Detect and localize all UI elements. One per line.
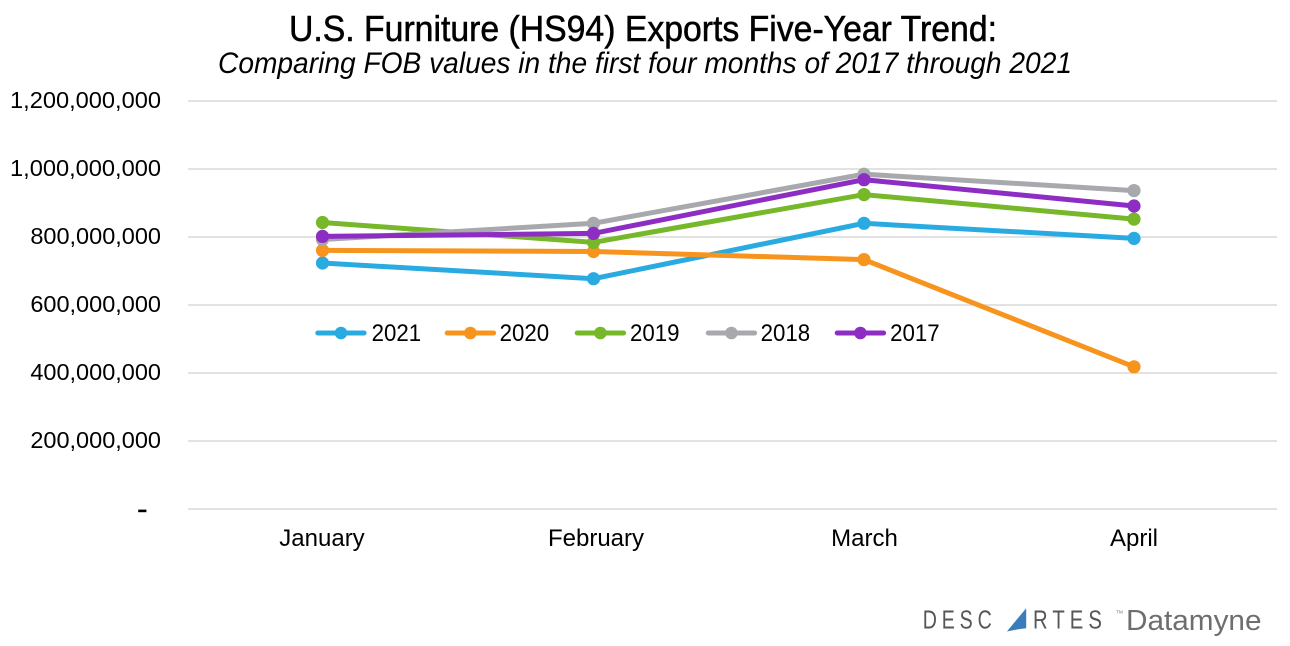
svg-text:April: April [1110,525,1158,552]
svg-text:U.S. Furniture (HS94) Exports: U.S. Furniture (HS94) Exports Five-Year … [289,8,997,49]
svg-text:2019: 2019 [630,320,680,347]
svg-text:TM: TM [1116,610,1123,615]
svg-text:Comparing FOB values in the fi: Comparing FOB values in the first four m… [218,47,1072,80]
svg-text:1,200,000,000: 1,200,000,000 [10,87,161,113]
svg-text:February: February [548,525,644,552]
svg-text:2018: 2018 [761,320,811,347]
svg-text:Datamyne: Datamyne [1126,605,1262,637]
svg-text:RTES: RTES [1033,605,1107,635]
svg-text:800,000,000: 800,000,000 [30,223,161,249]
svg-text:1,000,000,000: 1,000,000,000 [10,155,161,181]
svg-text:600,000,000: 600,000,000 [30,291,161,317]
svg-text:2017: 2017 [890,320,940,347]
svg-text:200,000,000: 200,000,000 [30,427,161,453]
svg-text:400,000,000: 400,000,000 [30,359,161,385]
svg-text:January: January [279,525,364,552]
svg-text:2021: 2021 [372,320,422,347]
svg-text:2020: 2020 [500,320,549,347]
svg-text:March: March [831,525,898,552]
svg-text:DESC: DESC [923,605,997,635]
